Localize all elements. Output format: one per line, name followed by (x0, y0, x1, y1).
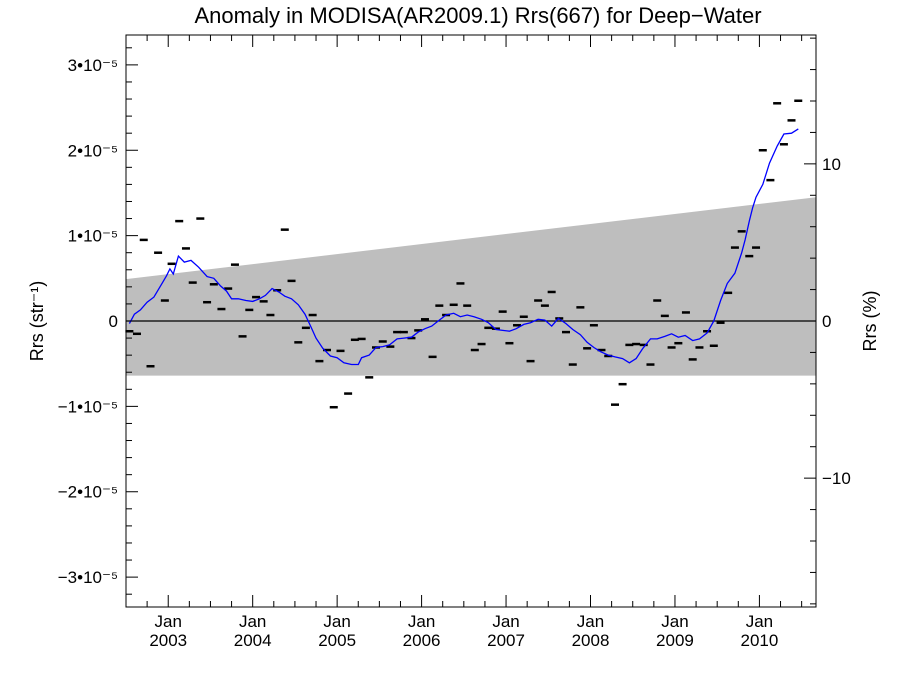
plot-area: 3•10⁻⁵ 2•10⁻⁵ 1•10⁻⁵ 0 −1•10⁻⁵ −2•10⁻⁵ −3•10⁻⁵… (58, 34, 851, 650)
x-tick-year-1: 2004 (234, 631, 272, 650)
series-1-line (128, 128, 799, 366)
x-tick-year-3: 2006 (403, 631, 441, 650)
x-tick-year-7: 2010 (741, 631, 779, 650)
left-tick-label-2: 1•10⁻⁵ (68, 227, 118, 246)
x-tick-year-2: 2005 (318, 631, 356, 650)
x-tick-year-5: 2008 (572, 631, 610, 650)
x-tick-month-2: Jan (323, 612, 350, 631)
x-tick-year-4: 2007 (487, 631, 525, 650)
x-tick-month-3: Jan (408, 612, 435, 631)
x-tick-month-7: Jan (746, 612, 773, 631)
left-tick-label-5: −2•10⁻⁵ (58, 483, 118, 502)
left-tick-label-4: −1•10⁻⁵ (58, 397, 118, 416)
chart-title: Anomaly in MODISA(AR2009.1) Rrs(667) for… (194, 3, 761, 28)
x-tick-month-0: Jan (155, 612, 182, 631)
left-tick-label-0: 3•10⁻⁵ (68, 56, 118, 75)
uncertainty-band (126, 197, 816, 376)
left-tick-label-6: −3•10⁻⁵ (58, 568, 118, 587)
x-tick-year-6: 2009 (656, 631, 694, 650)
x-tick-year-0: 2003 (149, 631, 187, 650)
left-axis-title: Rrs (str⁻¹) (27, 281, 47, 361)
x-tick-month-1: Jan (239, 612, 266, 631)
x-tick-month-4: Jan (492, 612, 519, 631)
x-tick-month-5: Jan (577, 612, 604, 631)
x-tick-month-6: Jan (661, 612, 688, 631)
left-tick-label-3: 0 (109, 312, 118, 331)
left-tick-label-1: 2•10⁻⁵ (68, 141, 118, 160)
right-axis-title: Rrs (%) (860, 291, 880, 352)
right-tick-label-0: 10 (822, 155, 841, 174)
right-tick-label-1: 0 (822, 312, 831, 331)
right-tick-label-2: −10 (822, 469, 851, 488)
